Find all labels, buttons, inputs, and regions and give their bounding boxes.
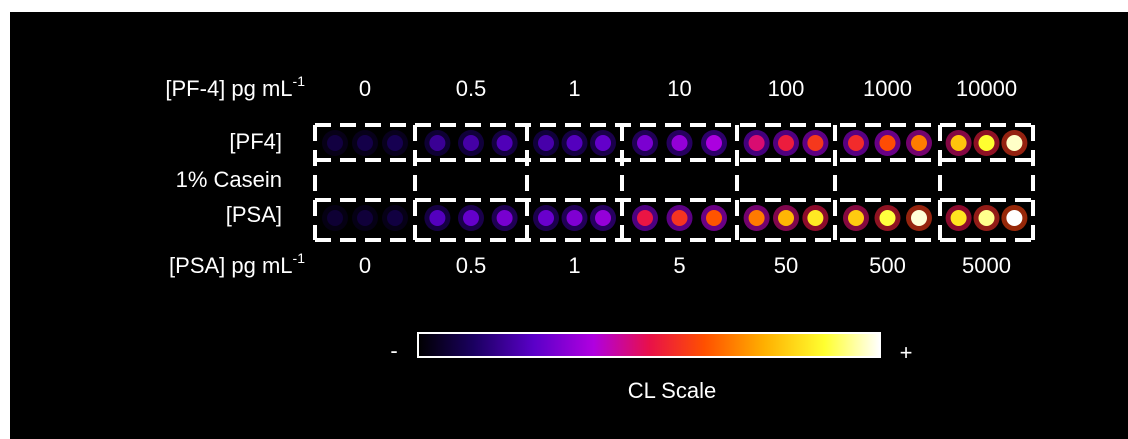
spot — [706, 210, 722, 226]
bottom-column-label: 5 — [673, 253, 685, 278]
figure: [PF-4] pg mL-1 [PSA] pg mL-1 - + CL Scal… — [0, 0, 1128, 439]
spot — [429, 135, 445, 151]
spot — [387, 135, 403, 151]
spot — [497, 210, 513, 226]
spot — [463, 135, 479, 151]
spot — [880, 210, 896, 226]
spot — [538, 135, 554, 151]
spot — [327, 135, 343, 151]
bottom-column-label: 500 — [869, 253, 906, 278]
spot — [778, 135, 794, 151]
spot — [749, 210, 765, 226]
spot — [463, 210, 479, 226]
spot — [538, 210, 554, 226]
scale-title: CL Scale — [628, 378, 716, 403]
bottom-column-label: 5000 — [962, 253, 1011, 278]
spot — [429, 210, 445, 226]
spot — [637, 210, 653, 226]
spot — [951, 210, 967, 226]
top-column-label: 10 — [667, 76, 691, 101]
bottom-column-label: 0.5 — [456, 253, 487, 278]
spot — [357, 135, 373, 151]
spot — [848, 135, 864, 151]
spot — [357, 210, 373, 226]
spot — [979, 135, 995, 151]
spot — [749, 135, 765, 151]
top-column-label: 0 — [359, 76, 371, 101]
bottom-column-label: 0 — [359, 253, 371, 278]
spot — [706, 135, 722, 151]
spot — [1006, 210, 1022, 226]
spot — [672, 135, 688, 151]
spot — [807, 210, 823, 226]
row-label: [PSA] — [226, 202, 282, 227]
spot — [327, 210, 343, 226]
spot — [880, 135, 896, 151]
row-label: 1% Casein — [176, 167, 282, 192]
spot — [807, 135, 823, 151]
spot — [911, 135, 927, 151]
spot — [672, 210, 688, 226]
spot — [848, 210, 864, 226]
top-column-label: 100 — [768, 76, 805, 101]
spot — [567, 210, 583, 226]
spot — [1006, 135, 1022, 151]
color-bar — [418, 333, 880, 357]
top-axis-label: [PF-4] pg mL-1 — [165, 73, 305, 101]
top-column-label: 10000 — [956, 76, 1017, 101]
spot — [778, 210, 794, 226]
top-column-label: 0.5 — [456, 76, 487, 101]
spot — [595, 135, 611, 151]
spot — [979, 210, 995, 226]
spot — [951, 135, 967, 151]
spot — [387, 210, 403, 226]
top-column-label: 1 — [568, 76, 580, 101]
spot — [911, 210, 927, 226]
top-column-label: 1000 — [863, 76, 912, 101]
bottom-column-label: 1 — [568, 253, 580, 278]
scale-max: + — [900, 340, 913, 365]
bottom-axis-label: [PSA] pg mL-1 — [169, 250, 305, 278]
row-label: [PF4] — [229, 129, 282, 154]
spot — [595, 210, 611, 226]
spot — [567, 135, 583, 151]
bottom-column-label: 50 — [774, 253, 798, 278]
spot — [497, 135, 513, 151]
spot — [637, 135, 653, 151]
scale-min: - — [390, 338, 397, 363]
